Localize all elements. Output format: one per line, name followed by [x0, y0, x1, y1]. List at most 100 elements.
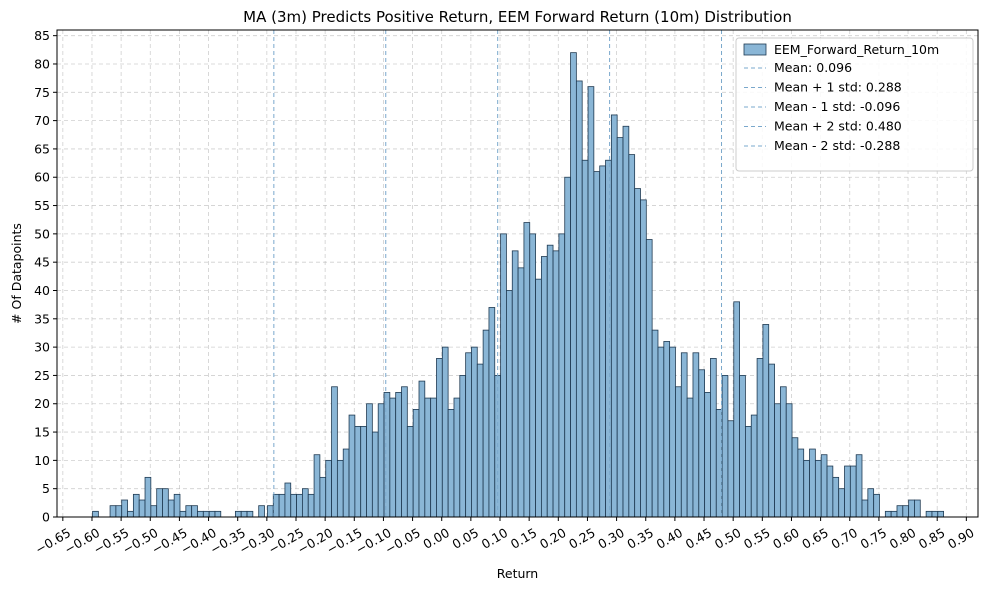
- histogram-bar: [861, 499, 869, 518]
- legend-label: Mean: 0.096: [774, 60, 852, 75]
- histogram-bar: [302, 488, 309, 518]
- histogram-bar: [832, 476, 840, 518]
- histogram-bar: [144, 476, 152, 518]
- histogram-bar: [156, 488, 163, 518]
- histogram-bar: [471, 346, 478, 518]
- histogram-bar: [138, 499, 146, 518]
- histogram-bar: [855, 454, 863, 518]
- histogram-bar: [441, 346, 449, 518]
- y-tick-label: 20: [34, 396, 50, 411]
- histogram-bar: [240, 510, 248, 518]
- histogram-bar: [115, 505, 123, 518]
- histogram-bar: [785, 403, 793, 518]
- histogram-bar: [202, 510, 210, 518]
- histogram-bar: [931, 510, 939, 518]
- y-tick-label: 45: [34, 255, 50, 270]
- histogram-bar: [587, 86, 595, 518]
- y-tick-label: 80: [34, 56, 50, 71]
- x-tick-label: 0.10: [479, 525, 511, 552]
- histogram-bar: [208, 510, 216, 518]
- histogram-bar: [809, 448, 816, 518]
- histogram-bar: [780, 386, 787, 518]
- histogram-bar: [319, 476, 327, 518]
- histogram-bar: [768, 363, 775, 518]
- y-tick-label: 65: [34, 141, 50, 156]
- x-axis-label: Return: [497, 566, 538, 581]
- histogram-bar: [838, 488, 845, 518]
- histogram-bar: [797, 448, 805, 518]
- histogram-bar: [727, 420, 735, 518]
- histogram-bar: [873, 493, 880, 518]
- histogram-bar: [867, 488, 875, 518]
- legend-label: Mean + 1 std: 0.288: [774, 80, 902, 95]
- x-tick-label: 0.50: [712, 525, 744, 552]
- histogram-bar: [750, 414, 758, 518]
- x-tick-label: 0.25: [566, 525, 598, 552]
- histogram-bar: [546, 244, 554, 518]
- histogram-bar: [645, 239, 653, 518]
- histogram-bar: [844, 465, 851, 518]
- histogram-bar: [610, 114, 618, 518]
- x-tick-label: 0.45: [683, 525, 715, 552]
- histogram-bar: [185, 505, 193, 518]
- y-tick-label: 40: [34, 283, 50, 298]
- legend: EEM_Forward_Return_10m Mean: 0.096 Mean + …: [735, 37, 974, 172]
- histogram-bar: [313, 454, 321, 518]
- legend-label: Mean - 2 std: -0.288: [774, 138, 900, 153]
- histogram-bar: [389, 397, 397, 518]
- histogram-bar: [581, 159, 589, 518]
- x-tick-label: 0.90: [945, 525, 977, 552]
- histogram-bar: [762, 324, 770, 518]
- x-tick-label: 0.85: [916, 525, 948, 552]
- histogram-bar: [511, 250, 519, 518]
- histogram-bar: [465, 352, 472, 518]
- histogram-bar: [109, 505, 117, 518]
- histogram-bar: [541, 256, 548, 518]
- histogram-bar: [214, 510, 222, 518]
- histogram-bar: [127, 510, 134, 518]
- histogram-bar: [290, 493, 297, 518]
- histogram-bar: [179, 510, 187, 518]
- histogram-bar: [680, 352, 688, 518]
- histogram-bar: [307, 493, 315, 518]
- y-tick-label: 30: [34, 340, 50, 355]
- histogram-bar: [360, 425, 367, 518]
- histogram-bar: [570, 52, 577, 518]
- x-tick-label: 0.35: [624, 525, 656, 552]
- x-tick-label: 0.20: [537, 525, 569, 552]
- y-tick-label: 60: [34, 170, 50, 185]
- histogram-bar: [278, 493, 286, 518]
- histogram-bar: [622, 125, 630, 518]
- legend-box: [735, 37, 974, 172]
- histogram-bar: [698, 369, 705, 518]
- histogram-bar: [418, 380, 426, 518]
- histogram-bar: [552, 250, 560, 518]
- x-tick-label: 0.30: [595, 525, 627, 552]
- histogram-bar: [756, 358, 764, 518]
- histogram-bar: [92, 510, 99, 518]
- histogram-bar: [191, 505, 198, 518]
- histogram-bar: [296, 493, 303, 518]
- histogram-bar: [523, 222, 531, 518]
- histogram-bar: [529, 233, 536, 518]
- y-tick-label: 85: [34, 28, 50, 43]
- histogram-bar: [121, 499, 128, 518]
- histogram-bar: [564, 176, 571, 518]
- chart-title: MA (3m) Predicts Positive Return, EEM Fo…: [243, 8, 792, 26]
- histogram-bar: [132, 493, 140, 518]
- x-tick-label: 0.00: [420, 525, 452, 552]
- histogram-bar: [669, 346, 676, 518]
- histogram-bar: [884, 510, 892, 518]
- histogram-bar: [820, 454, 828, 518]
- histogram-bar: [348, 414, 356, 518]
- y-axis-label: # Of Datapoints: [9, 223, 24, 324]
- histogram-bar: [593, 171, 601, 518]
- histogram-bar: [506, 290, 513, 518]
- plot-frame: [56, 29, 979, 518]
- histogram-bar: [377, 403, 385, 518]
- histogram-bar: [459, 375, 467, 518]
- y-tick-label: 35: [34, 311, 50, 326]
- x-tick-label: 0.60: [770, 525, 802, 552]
- histogram-bar: [663, 341, 671, 518]
- histogram-bar: [476, 363, 484, 518]
